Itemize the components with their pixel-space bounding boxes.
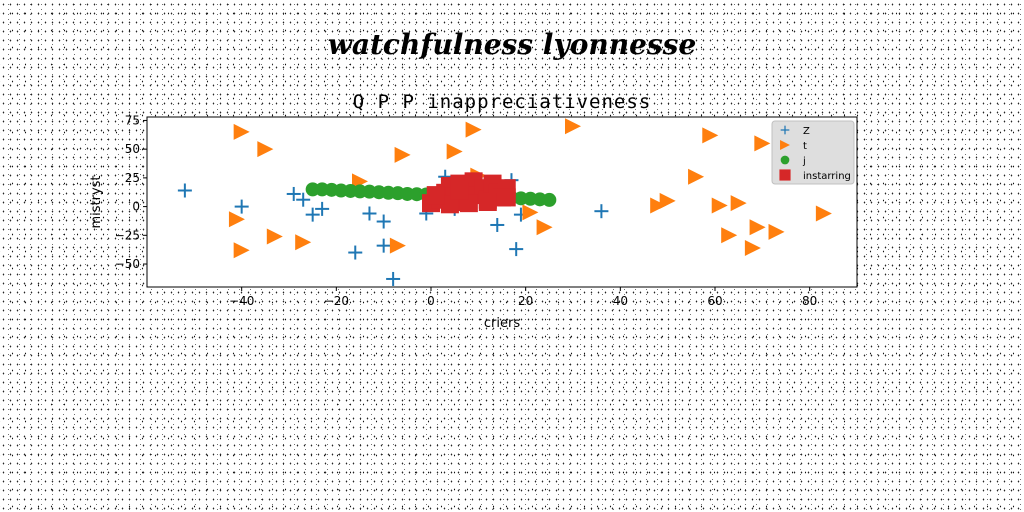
x-axis-label: criers [484, 316, 520, 331]
data-point-instarring [426, 186, 445, 205]
data-point-Z [376, 238, 391, 253]
x-tick-label: −20 [324, 294, 349, 308]
data-point-t [659, 192, 676, 209]
data-point-Z [234, 199, 249, 214]
legend-box [771, 120, 855, 185]
data-point-t [565, 118, 581, 135]
data-point-Z [490, 217, 505, 232]
data-point-Z [594, 204, 609, 219]
data-point-instarring [440, 195, 459, 214]
data-point-t [465, 121, 482, 138]
data-point-Z [305, 207, 320, 222]
legend-label-j: j [802, 156, 806, 167]
x-tick-label: 60 [707, 294, 722, 308]
legend-label-Z: Z [803, 126, 810, 137]
legend-marker-t [780, 140, 790, 150]
axes-layer: −40 −20 0 20 40 60 80 −50 −25 0 25 50 75 [115, 113, 818, 308]
data-point-Z [362, 206, 377, 221]
data-point-t [233, 123, 250, 140]
data-point-t [389, 237, 406, 254]
marks-layer [177, 118, 832, 286]
data-point-t [650, 197, 667, 214]
data-point-Z [286, 186, 301, 201]
x-tick-label: 80 [802, 294, 817, 308]
data-point-t [536, 219, 553, 236]
x-tick-label: 20 [518, 294, 533, 308]
data-point-t [749, 219, 766, 236]
data-point-t [688, 168, 705, 185]
data-point-Z [509, 242, 524, 257]
plot-area-frame [146, 116, 858, 288]
data-point-t [711, 197, 728, 214]
y-tick-label: 75 [125, 113, 140, 127]
data-point-t [352, 173, 368, 190]
legend-label-t: t [803, 141, 807, 152]
data-point-instarring [478, 193, 497, 211]
data-point-t [394, 146, 411, 163]
y-tick-label: −50 [115, 257, 140, 271]
y-tick-label: 25 [125, 171, 140, 185]
data-point-Z [177, 183, 192, 198]
data-point-t [815, 205, 832, 222]
y-tick-label: −25 [115, 228, 140, 242]
legend-marker-instarring [779, 169, 791, 181]
legend-label-instarring: instarring [803, 171, 851, 182]
data-point-Z [315, 201, 330, 216]
data-point-t [446, 143, 463, 160]
x-tick-label: −40 [229, 294, 254, 308]
y-tick-label: 0 [132, 200, 140, 214]
data-point-instarring [497, 188, 516, 207]
y-tick-label: 50 [125, 142, 140, 156]
chart-title: Q P P inappreciativeness [353, 91, 652, 113]
legend: Ztj instarring [771, 120, 855, 185]
data-point-t [744, 239, 761, 256]
data-point-t [730, 195, 747, 212]
x-tick-label: 40 [613, 294, 628, 308]
data-point-t [721, 227, 738, 244]
data-point-t [266, 228, 283, 245]
y-axis-label: mistryst [89, 175, 104, 228]
data-point-t [233, 242, 250, 259]
legend-marker-Z [780, 125, 790, 135]
data-point-t [522, 204, 539, 221]
data-point-t [257, 141, 274, 158]
x-tick-label: 0 [427, 294, 435, 308]
data-point-Z [376, 214, 391, 229]
data-point-t [295, 234, 312, 251]
data-point-Z [386, 271, 401, 286]
data-point-t [768, 223, 785, 240]
data-point-Z [348, 245, 363, 260]
data-point-t [228, 211, 245, 228]
data-point-t [702, 127, 719, 144]
data-point-instarring [450, 181, 469, 200]
legend-marker-j [780, 155, 790, 165]
data-point-j [542, 192, 557, 207]
data-point-Z [296, 192, 311, 207]
figure-suptitle: watchfulness lyonnesse [327, 28, 697, 61]
data-point-t [754, 135, 771, 152]
